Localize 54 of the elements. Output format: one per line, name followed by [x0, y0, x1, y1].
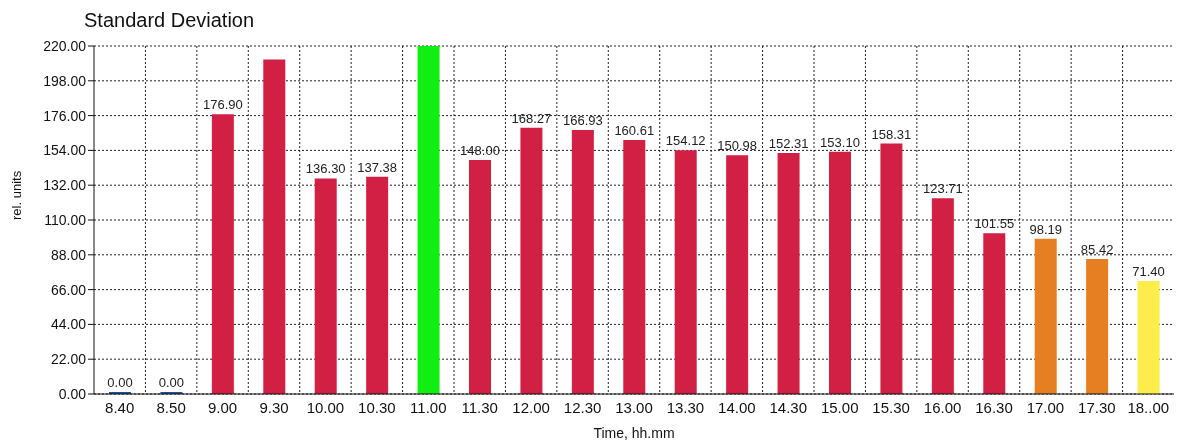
y-tick-label: 220.00 — [43, 37, 87, 54]
data-label: 153.10 — [820, 134, 860, 150]
x-tick-label: 9.00 — [207, 398, 238, 416]
y-tick-label: 154.00 — [43, 142, 87, 159]
data-label: 101.55 — [974, 216, 1015, 232]
data-label: 85.42 — [1080, 241, 1114, 257]
data-label: 168.27 — [511, 110, 552, 126]
x-tick-label: 15.00 — [820, 398, 859, 416]
y-tick-label: 176.00 — [43, 107, 87, 124]
data-label: 152.31 — [768, 136, 809, 152]
y-tick-label: 198.00 — [43, 72, 87, 89]
data-label: 136.30 — [305, 161, 346, 177]
data-label: 160.61 — [614, 122, 655, 138]
x-tick-label: 12.00 — [512, 398, 550, 416]
x-tick-label: 17.30 — [1078, 398, 1116, 416]
data-label: 150.98 — [717, 138, 758, 154]
x-tick-label: 16.30 — [975, 398, 1013, 416]
y-tick-label: 110.00 — [44, 211, 87, 228]
y-tick-label: 132.00 — [43, 177, 87, 194]
x-tick-label: 18..00 — [1127, 398, 1170, 416]
y-tick-label: 88.00 — [50, 246, 87, 263]
x-tick-label: 10.00 — [306, 398, 345, 416]
data-label: 176.90 — [202, 97, 243, 113]
x-tick-label: 10.30 — [358, 398, 396, 416]
data-label: 148.00 — [460, 142, 500, 158]
x-tick-label: 17.00 — [1026, 398, 1065, 416]
data-label: 166.93 — [562, 112, 603, 128]
x-tick-label: 12.30 — [563, 398, 602, 416]
x-tick-label: 9.30 — [259, 398, 289, 416]
y-tick-label: 22.00 — [50, 351, 87, 368]
data-label: 137.38 — [357, 159, 398, 175]
x-tick-label: 8.40 — [105, 398, 135, 416]
data-label: 0.00 — [158, 375, 185, 390]
data-label: 154.12 — [665, 133, 706, 149]
x-tick-label: 14.30 — [769, 398, 808, 416]
x-tick-label: 16.00 — [923, 398, 962, 416]
y-axis-title: rel. units — [8, 170, 24, 220]
x-tick-label: 14.00 — [718, 398, 756, 416]
y-tick-label: 0.00 — [58, 385, 87, 402]
data-label: 98.19 — [1029, 221, 1062, 237]
data-label: 158.31 — [871, 126, 912, 142]
data-label: 0.00 — [107, 375, 133, 390]
x-tick-label: 13.30 — [666, 398, 705, 416]
x-tick-label: 11.30 — [461, 398, 498, 416]
x-tick-label: 8.50 — [156, 398, 186, 416]
data-label: 71.40 — [1132, 264, 1165, 280]
y-tick-label: 44.00 — [50, 316, 87, 333]
x-tick-label: 15.30 — [872, 398, 910, 416]
x-tick-label: 11.00 — [410, 398, 447, 416]
x-axis-title: Time, hh.mm — [593, 425, 675, 441]
y-tick-label: 66.00 — [50, 281, 87, 298]
x-tick-label: 13.00 — [615, 398, 653, 416]
chart-title: Standard Deviation — [84, 8, 256, 32]
data-label: 123.71 — [922, 181, 963, 197]
